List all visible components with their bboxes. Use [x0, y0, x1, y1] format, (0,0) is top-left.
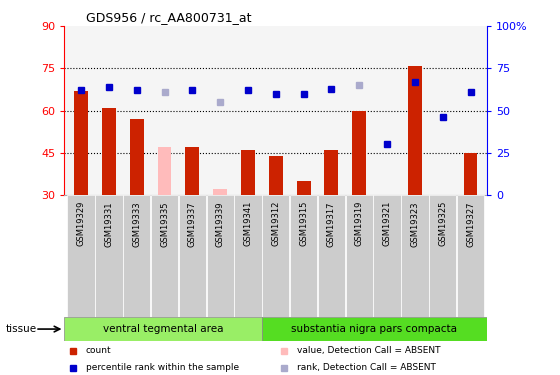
Bar: [67, 195, 95, 317]
Text: substantia nigra pars compacta: substantia nigra pars compacta: [291, 324, 458, 334]
Text: count: count: [86, 346, 111, 355]
Text: GSM19337: GSM19337: [188, 201, 197, 247]
Bar: [429, 195, 456, 317]
Bar: [346, 195, 373, 317]
Text: GSM19333: GSM19333: [132, 201, 141, 247]
Bar: [185, 147, 199, 195]
Bar: [241, 150, 255, 195]
Bar: [408, 66, 422, 195]
Text: GSM19341: GSM19341: [244, 201, 253, 246]
Text: GDS956 / rc_AA800731_at: GDS956 / rc_AA800731_at: [86, 11, 251, 24]
Bar: [262, 317, 487, 341]
Bar: [290, 195, 318, 317]
Text: GSM19325: GSM19325: [438, 201, 447, 246]
Bar: [130, 119, 144, 195]
Text: percentile rank within the sample: percentile rank within the sample: [86, 363, 239, 372]
Bar: [324, 150, 338, 195]
Bar: [213, 189, 227, 195]
Bar: [102, 108, 116, 195]
Bar: [157, 147, 171, 195]
Bar: [269, 156, 283, 195]
Text: GSM19321: GSM19321: [382, 201, 391, 246]
Bar: [464, 153, 478, 195]
Bar: [74, 91, 88, 195]
Bar: [352, 111, 366, 195]
Text: GSM19331: GSM19331: [104, 201, 114, 247]
Text: GSM19315: GSM19315: [299, 201, 308, 246]
Text: rank, Detection Call = ABSENT: rank, Detection Call = ABSENT: [297, 363, 436, 372]
Text: GSM19327: GSM19327: [466, 201, 475, 247]
Bar: [95, 195, 123, 317]
Bar: [64, 317, 262, 341]
Text: GSM19335: GSM19335: [160, 201, 169, 247]
Bar: [457, 195, 484, 317]
Text: tissue: tissue: [6, 324, 37, 334]
Text: GSM19329: GSM19329: [77, 201, 86, 246]
Text: value, Detection Call = ABSENT: value, Detection Call = ABSENT: [297, 346, 440, 355]
Text: GSM19312: GSM19312: [271, 201, 281, 246]
Bar: [318, 195, 345, 317]
Text: ventral tegmental area: ventral tegmental area: [103, 324, 223, 334]
Text: GSM19339: GSM19339: [216, 201, 225, 247]
Bar: [151, 195, 178, 317]
Bar: [297, 181, 311, 195]
Text: GSM19317: GSM19317: [327, 201, 336, 247]
Bar: [207, 195, 234, 317]
Bar: [123, 195, 150, 317]
Bar: [234, 195, 262, 317]
Bar: [179, 195, 206, 317]
Bar: [374, 195, 401, 317]
Bar: [402, 195, 428, 317]
Text: GSM19323: GSM19323: [410, 201, 419, 247]
Text: GSM19319: GSM19319: [354, 201, 364, 246]
Bar: [262, 195, 290, 317]
